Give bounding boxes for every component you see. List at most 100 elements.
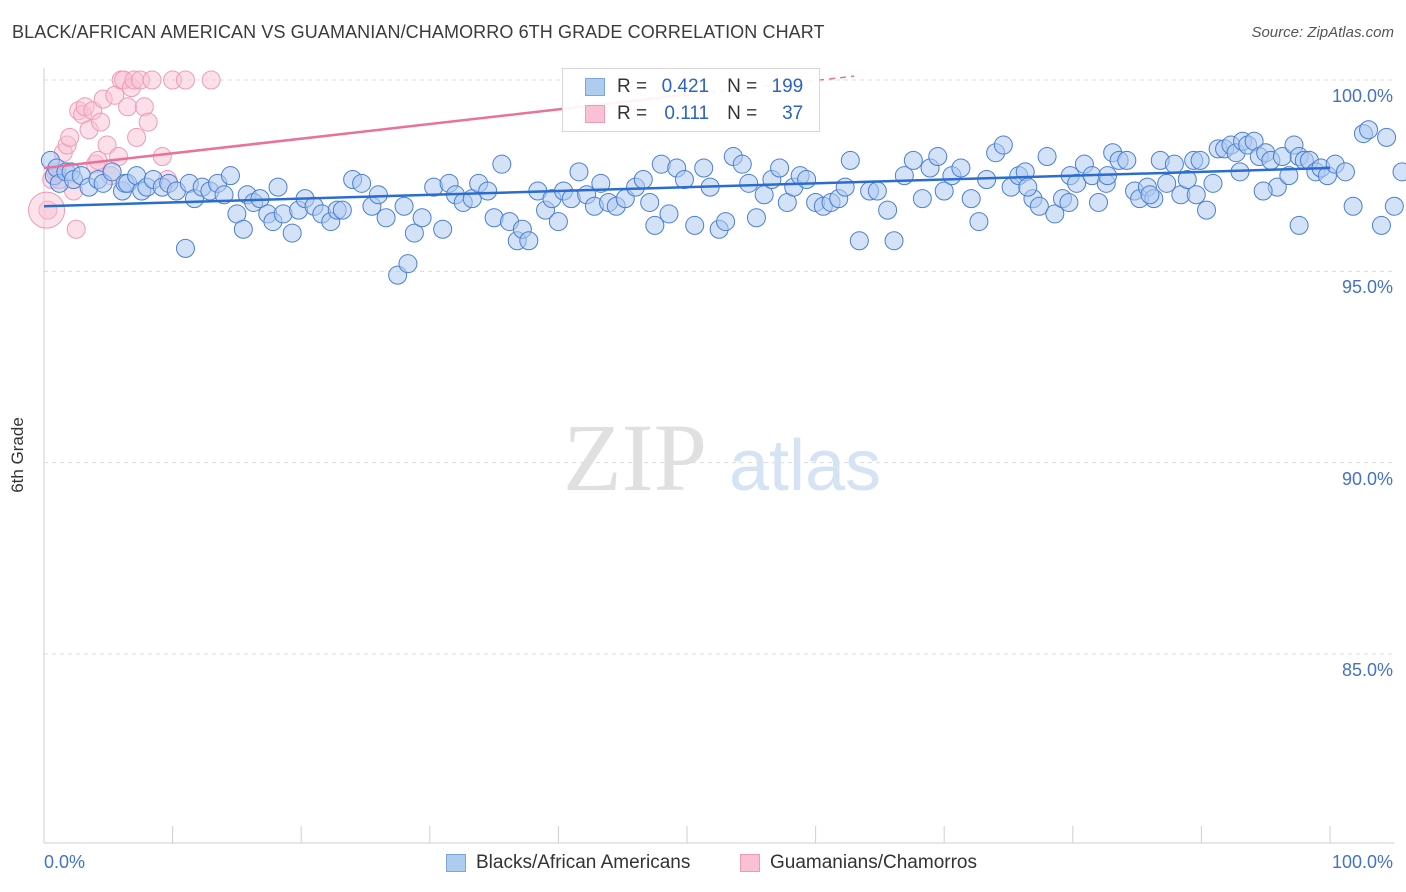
data-point-blacks — [376, 208, 396, 228]
data-point-blacks — [282, 223, 302, 243]
data-point-blacks — [884, 231, 904, 251]
data-point-blacks — [175, 238, 195, 258]
data-point-blacks — [102, 162, 122, 182]
data-point-blacks — [1289, 215, 1309, 235]
data-point-blacks — [368, 185, 388, 205]
data-point-blacks — [849, 231, 869, 251]
data-point-blacks — [797, 169, 817, 189]
data-point-blacks — [1117, 150, 1137, 170]
data-point-blacks — [840, 150, 860, 170]
bottom-legend-label-pink: Guamanians/Chamorros — [770, 852, 977, 873]
data-point-guamanians — [142, 70, 162, 90]
legend-n-value: 199 — [771, 76, 804, 97]
data-point-guamanians — [97, 135, 117, 155]
data-point-guamanians — [127, 127, 147, 147]
data-point-blacks — [352, 173, 372, 193]
legend-r-label: R = — [617, 76, 648, 97]
data-point-blacks — [951, 158, 971, 178]
data-point-blacks — [404, 223, 424, 243]
data-point-guamanians — [60, 127, 80, 147]
x-tick-label-min: 0.0% — [44, 852, 86, 872]
data-point-blacks — [492, 154, 512, 174]
data-point-blacks — [1157, 173, 1177, 193]
data-point-blacks — [835, 177, 855, 197]
legend-swatch-blue — [585, 78, 605, 96]
legend-n-label: N = — [727, 103, 758, 124]
data-point-blacks — [903, 150, 923, 170]
y-tick-label: 90.0% — [1341, 468, 1393, 489]
data-point-blacks — [548, 212, 568, 232]
x-tick-label-max: 100.0% — [1331, 852, 1393, 872]
data-point-blacks — [1335, 162, 1355, 182]
data-point-blacks — [332, 200, 352, 220]
data-point-blacks — [412, 208, 432, 228]
data-point-blacks — [1140, 185, 1160, 205]
data-point-blacks — [640, 192, 660, 212]
data-point-blacks — [1059, 192, 1079, 212]
data-point-blacks — [1371, 215, 1391, 235]
data-point-blacks — [433, 219, 453, 239]
bottom-legend-label-blue: Blacks/African Americans — [476, 852, 691, 873]
data-point-blacks — [732, 154, 752, 174]
data-point-blacks — [398, 254, 418, 274]
data-point-blacks — [1377, 127, 1397, 147]
data-point-blacks — [591, 173, 611, 193]
data-point-blacks — [1253, 181, 1273, 201]
series-blacks-points — [40, 120, 1406, 285]
chart-title: BLACK/AFRICAN AMERICAN VS GUAMANIAN/CHAM… — [12, 22, 825, 42]
data-point-blacks — [878, 200, 898, 220]
data-point-blacks — [633, 169, 653, 189]
data-point-blacks — [569, 162, 589, 182]
data-point-blacks — [934, 181, 954, 201]
data-point-blacks — [659, 204, 679, 224]
data-point-guamanians — [91, 112, 111, 132]
data-point-blacks — [394, 196, 414, 216]
data-point-blacks — [867, 181, 887, 201]
data-point-blacks — [969, 212, 989, 232]
data-point-blacks — [478, 181, 498, 201]
data-point-guamanians — [66, 219, 86, 239]
data-point-blacks — [268, 177, 288, 197]
stats-legend: R = 0.421 N = 199 R = 0.111 N = 37 — [562, 68, 820, 132]
data-point-blacks — [1029, 196, 1049, 216]
watermark-atlas: atlas — [729, 426, 881, 506]
data-point-blacks — [674, 169, 694, 189]
y-tick-label: 85.0% — [1341, 660, 1393, 680]
data-point-blacks — [233, 219, 253, 239]
data-point-blacks — [716, 212, 736, 232]
legend-r-value: 0.421 — [661, 76, 710, 97]
y-tick-label: 95.0% — [1341, 277, 1393, 298]
data-point-blacks — [1190, 150, 1210, 170]
data-point-blacks — [746, 208, 766, 228]
stats-legend-row-pink: R = 0.111 N = 37 — [585, 102, 803, 126]
data-point-blacks — [694, 158, 714, 178]
data-point-guamanians-large — [28, 191, 66, 229]
trend-line-blacks — [43, 166, 1331, 208]
axes — [43, 68, 1394, 844]
data-point-blacks — [519, 231, 539, 251]
data-point-blacks — [928, 147, 948, 167]
bottom-legend-swatch-blue — [446, 854, 466, 872]
data-point-blacks — [1089, 192, 1109, 212]
data-point-blacks — [1164, 154, 1184, 174]
legend-swatch-pink — [585, 105, 605, 123]
data-point-blacks — [770, 158, 790, 178]
data-point-blacks — [1045, 204, 1065, 224]
data-point-guamanians — [118, 97, 138, 117]
data-point-guamanians — [201, 70, 221, 90]
data-point-blacks — [739, 173, 759, 193]
data-point-blacks — [1037, 147, 1057, 167]
data-point-blacks — [1018, 177, 1038, 197]
data-point-blacks — [1279, 166, 1299, 186]
data-point-blacks — [645, 215, 665, 235]
watermark-zip: ZIP — [563, 404, 707, 511]
bottom-legend-blue: Blacks/African Americans — [446, 852, 690, 874]
y-tick-label: 100.0% — [1331, 86, 1393, 106]
data-point-blacks — [1177, 169, 1197, 189]
data-point-blacks — [220, 166, 240, 186]
data-point-blacks — [1203, 173, 1223, 193]
data-point-blacks — [1392, 162, 1406, 182]
data-point-blacks — [1186, 185, 1206, 205]
data-point-blacks — [685, 215, 705, 235]
data-point-blacks — [1197, 200, 1217, 220]
